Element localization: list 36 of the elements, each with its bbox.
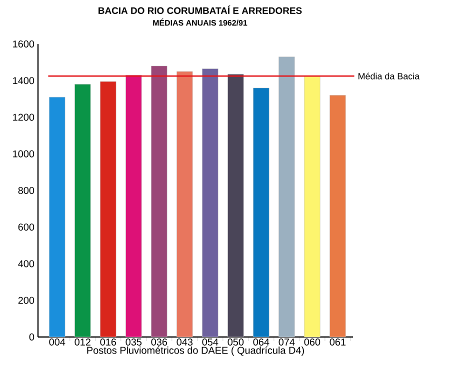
y-tick-label: 1600 — [13, 40, 34, 48]
x-tick-label: 061 — [330, 338, 346, 346]
bar — [278, 56, 295, 338]
bar — [74, 84, 91, 338]
y-tick-label: 600 — [18, 224, 34, 231]
x-tick-label: 064 — [253, 338, 270, 346]
bar — [253, 88, 270, 338]
ref-line-label: Média da Bacia — [358, 72, 420, 80]
x-tick-label: 004 — [49, 338, 66, 346]
chart-title: BACIA DO RIO CORUMBATAÍ E ARREDORES — [98, 6, 302, 14]
x-tick-label: 054 — [202, 338, 218, 346]
y-tick-label: 1200 — [13, 114, 34, 121]
x-tick-label: 050 — [228, 338, 244, 346]
x-tick-label: 012 — [74, 338, 90, 346]
x-tick-label: 060 — [304, 338, 320, 346]
bar — [49, 96, 66, 338]
y-tick-label: 200 — [18, 296, 34, 304]
bar — [126, 74, 142, 338]
bar — [330, 95, 346, 338]
bar — [228, 74, 244, 338]
y-tick-label: 400 — [18, 260, 34, 268]
bar — [304, 76, 320, 338]
x-tick-label: 035 — [126, 338, 142, 346]
bar — [151, 66, 168, 338]
bar — [100, 81, 116, 338]
y-tick-label: 1400 — [13, 77, 34, 84]
y-tick-label: 1000 — [13, 150, 34, 158]
bar — [176, 71, 193, 338]
bar — [202, 68, 218, 338]
x-tick-label: 074 — [278, 338, 295, 346]
x-tick-label: 036 — [151, 338, 168, 346]
x-tick-label: 016 — [100, 338, 116, 346]
y-tick-label: 0 — [29, 333, 34, 341]
x-tick-label: 043 — [176, 338, 193, 346]
x-axis-title: Postos Pluviométricos do DAEE ( Quadrícula D4) — [87, 346, 304, 356]
y-tick-label: 800 — [18, 186, 34, 194]
